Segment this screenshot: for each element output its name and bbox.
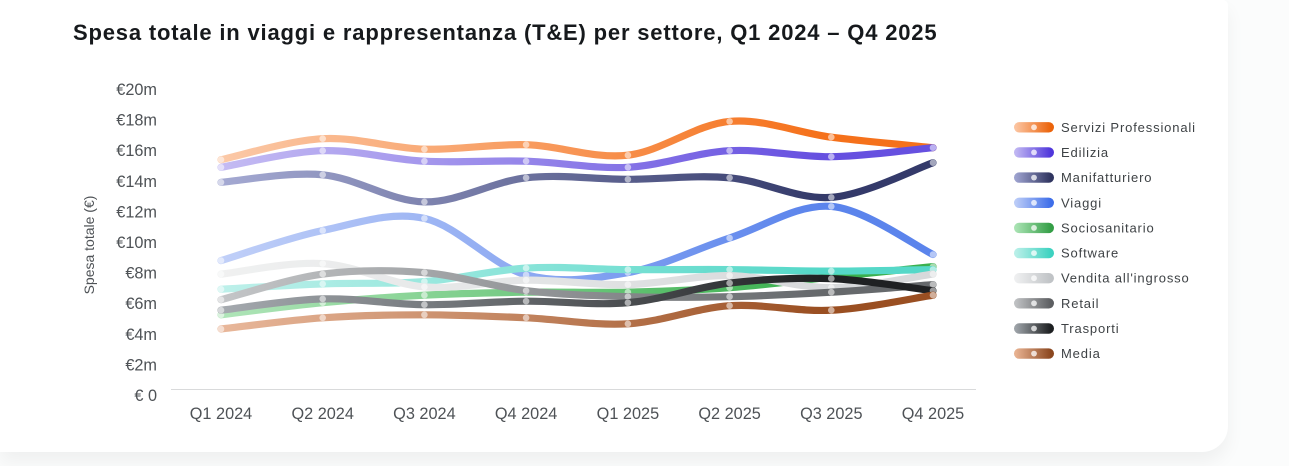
svg-text:Sociosanitario: Sociosanitario bbox=[1061, 220, 1155, 235]
svg-text:Q2 2024: Q2 2024 bbox=[291, 405, 353, 423]
svg-text:Q1 2024: Q1 2024 bbox=[190, 405, 252, 423]
svg-text:Q3 2025: Q3 2025 bbox=[800, 405, 862, 423]
svg-text:Vendita all'ingrosso: Vendita all'ingrosso bbox=[1061, 271, 1190, 286]
svg-text:€18m: €18m bbox=[116, 112, 157, 130]
svg-text:Spesa totale (€): Spesa totale (€) bbox=[81, 196, 97, 295]
svg-text:€8m: €8m bbox=[125, 265, 157, 283]
svg-text:Q2 2025: Q2 2025 bbox=[698, 405, 760, 423]
svg-text:Media: Media bbox=[1061, 346, 1101, 361]
svg-text:Software: Software bbox=[1061, 246, 1119, 261]
svg-text:€2m: €2m bbox=[125, 356, 157, 374]
svg-text:Q1 2025: Q1 2025 bbox=[597, 405, 659, 423]
svg-text:€6m: €6m bbox=[125, 295, 157, 313]
svg-text:€14m: €14m bbox=[116, 173, 157, 191]
svg-text:Viaggi: Viaggi bbox=[1061, 195, 1102, 210]
svg-text:Q4 2024: Q4 2024 bbox=[495, 405, 557, 423]
svg-text:Q3 2024: Q3 2024 bbox=[393, 405, 455, 423]
svg-text:€10m: €10m bbox=[116, 234, 157, 252]
svg-text:Q4 2025: Q4 2025 bbox=[902, 405, 964, 423]
svg-text:Servizi Professionali: Servizi Professionali bbox=[1061, 120, 1196, 135]
svg-text:Manifatturiero: Manifatturiero bbox=[1061, 170, 1152, 185]
svg-text:€20m: €20m bbox=[116, 81, 157, 99]
svg-text:Retail: Retail bbox=[1061, 296, 1099, 311]
svg-text:€4m: €4m bbox=[125, 326, 157, 344]
svg-text:Trasporti: Trasporti bbox=[1061, 321, 1119, 336]
svg-text:€12m: €12m bbox=[116, 203, 157, 221]
svg-text:€ 0: € 0 bbox=[134, 387, 157, 405]
svg-text:€16m: €16m bbox=[116, 142, 157, 160]
svg-text:Edilizia: Edilizia bbox=[1061, 145, 1109, 160]
